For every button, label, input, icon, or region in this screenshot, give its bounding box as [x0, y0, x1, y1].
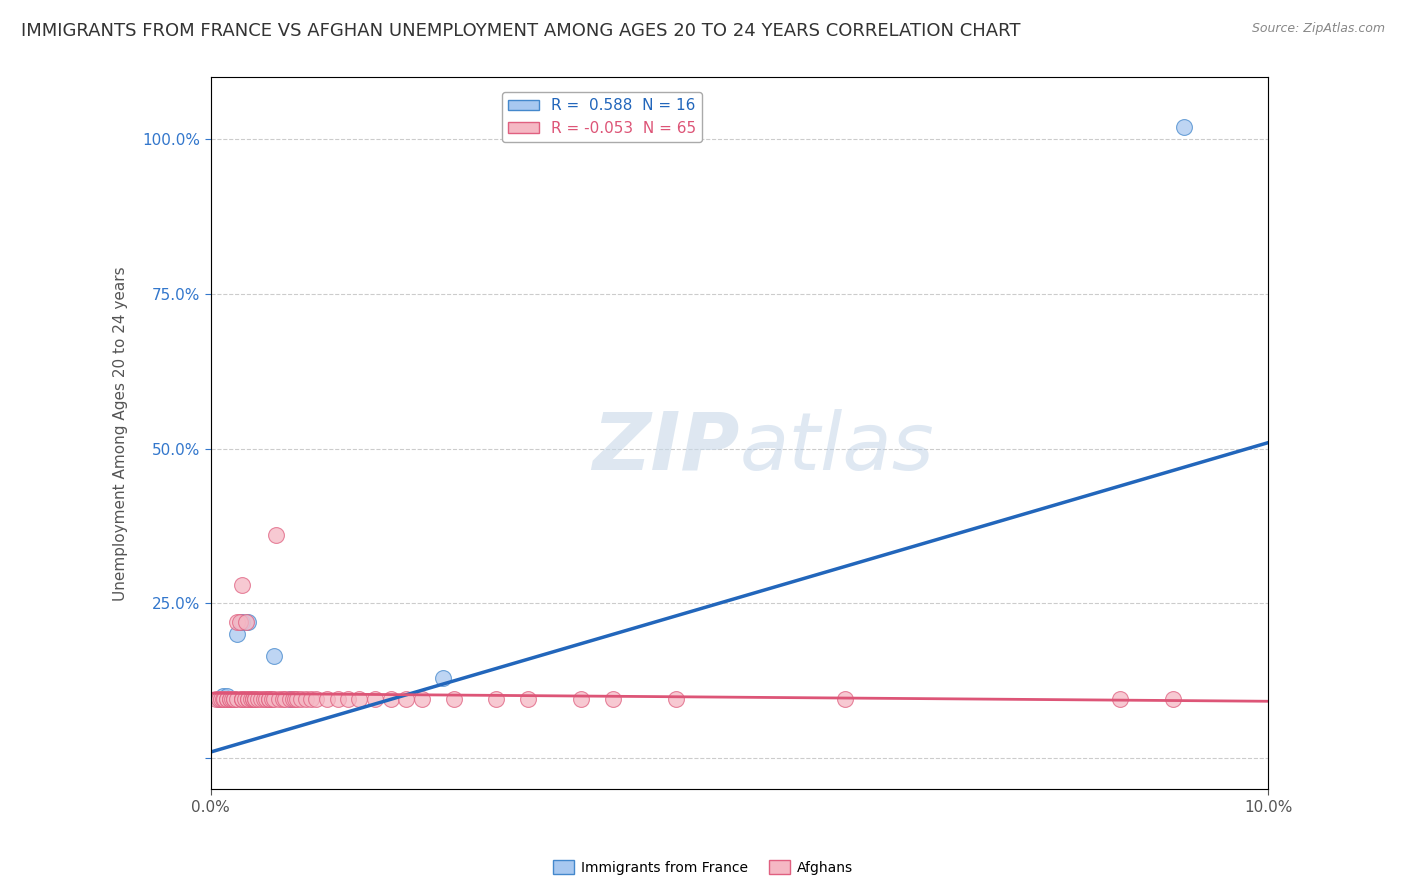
Point — [380, 692, 402, 706]
Point — [222, 692, 245, 706]
Point — [269, 692, 291, 706]
Point — [233, 692, 256, 706]
Point — [214, 692, 236, 706]
Text: IMMIGRANTS FROM FRANCE VS AFGHAN UNEMPLOYMENT AMONG AGES 20 TO 24 YEARS CORRELAT: IMMIGRANTS FROM FRANCE VS AFGHAN UNEMPLO… — [21, 22, 1021, 40]
Point — [347, 692, 370, 706]
Point — [226, 627, 249, 641]
Point — [208, 692, 231, 706]
Point — [208, 692, 231, 706]
Point — [517, 692, 540, 706]
Point — [305, 692, 328, 706]
Point — [266, 528, 288, 542]
Point — [231, 615, 253, 629]
Point — [229, 615, 252, 629]
Text: ZIP: ZIP — [592, 409, 740, 486]
Point — [485, 692, 508, 706]
Point — [226, 615, 249, 629]
Point — [411, 692, 433, 706]
Point — [212, 692, 235, 706]
Point — [243, 692, 266, 706]
Point — [218, 692, 240, 706]
Point — [222, 692, 245, 706]
Point — [443, 692, 465, 706]
Point — [326, 692, 349, 706]
Point — [263, 692, 285, 706]
Point — [290, 692, 312, 706]
Point — [278, 692, 301, 706]
Point — [257, 692, 280, 706]
Point — [231, 692, 253, 706]
Point — [295, 692, 318, 706]
Y-axis label: Unemployment Among Ages 20 to 24 years: Unemployment Among Ages 20 to 24 years — [114, 266, 128, 600]
Point — [262, 692, 284, 706]
Text: Source: ZipAtlas.com: Source: ZipAtlas.com — [1251, 22, 1385, 36]
Point — [215, 692, 238, 706]
Point — [363, 692, 385, 706]
Point — [236, 615, 259, 629]
Point — [209, 692, 232, 706]
Point — [235, 615, 257, 629]
Point — [231, 692, 253, 706]
Point — [243, 692, 266, 706]
Point — [231, 692, 253, 706]
Point — [1161, 692, 1184, 706]
Text: atlas: atlas — [740, 409, 935, 486]
Point — [218, 692, 240, 706]
Point — [316, 692, 339, 706]
Legend: Immigrants from France, Afghans: Immigrants from France, Afghans — [548, 855, 858, 880]
Point — [252, 692, 274, 706]
Point — [221, 692, 243, 706]
Point — [209, 692, 232, 706]
Legend: R =  0.588  N = 16, R = -0.053  N = 65: R = 0.588 N = 16, R = -0.053 N = 65 — [502, 92, 702, 142]
Point — [215, 690, 238, 704]
Point — [602, 692, 624, 706]
Point — [250, 692, 273, 706]
Point — [254, 692, 277, 706]
Point — [226, 692, 249, 706]
Point — [1109, 692, 1132, 706]
Point — [218, 692, 240, 706]
Point — [247, 692, 270, 706]
Point — [284, 692, 307, 706]
Point — [222, 692, 245, 706]
Point — [257, 692, 280, 706]
Point — [287, 692, 309, 706]
Point — [257, 692, 280, 706]
Point — [271, 692, 294, 706]
Point — [242, 692, 264, 706]
Point — [834, 692, 856, 706]
Point — [221, 692, 243, 706]
Point — [299, 692, 322, 706]
Point — [231, 578, 253, 592]
Point — [242, 692, 264, 706]
Point — [432, 671, 454, 685]
Point — [395, 692, 418, 706]
Point — [263, 649, 285, 664]
Point — [274, 692, 297, 706]
Point — [665, 692, 688, 706]
Point — [283, 692, 305, 706]
Point — [212, 690, 235, 704]
Point — [239, 692, 262, 706]
Point — [236, 692, 259, 706]
Point — [569, 692, 592, 706]
Point — [215, 692, 238, 706]
Point — [236, 692, 259, 706]
Point — [242, 692, 264, 706]
Point — [337, 692, 360, 706]
Point — [1173, 120, 1195, 134]
Point — [205, 692, 228, 706]
Point — [278, 692, 301, 706]
